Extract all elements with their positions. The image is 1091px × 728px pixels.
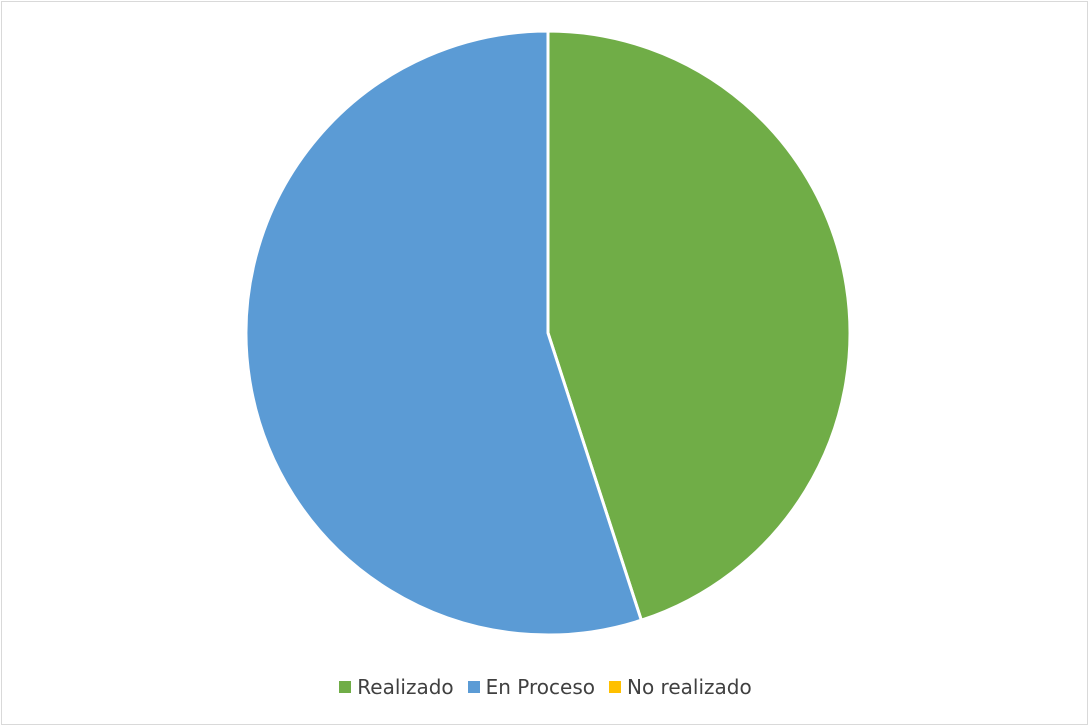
legend-item-realizado: Realizado (339, 675, 454, 699)
legend-swatch-en-proceso (467, 681, 480, 693)
legend-label-en-proceso: En Proceso (485, 675, 595, 699)
legend-item-en-proceso: En Proceso (467, 675, 595, 699)
pie-slice-en-proceso (244, 29, 643, 637)
pie-slice-realizado (546, 29, 852, 622)
legend-label-realizado: Realizado (357, 675, 454, 699)
legend-swatch-realizado (339, 681, 352, 693)
legend-label-no-realizado: No realizado (627, 675, 752, 699)
legend-item-no-realizado: No realizado (609, 675, 752, 699)
legend-swatch-no-realizado (609, 681, 621, 693)
legend: Realizado En Proceso No realizado (0, 675, 1091, 699)
